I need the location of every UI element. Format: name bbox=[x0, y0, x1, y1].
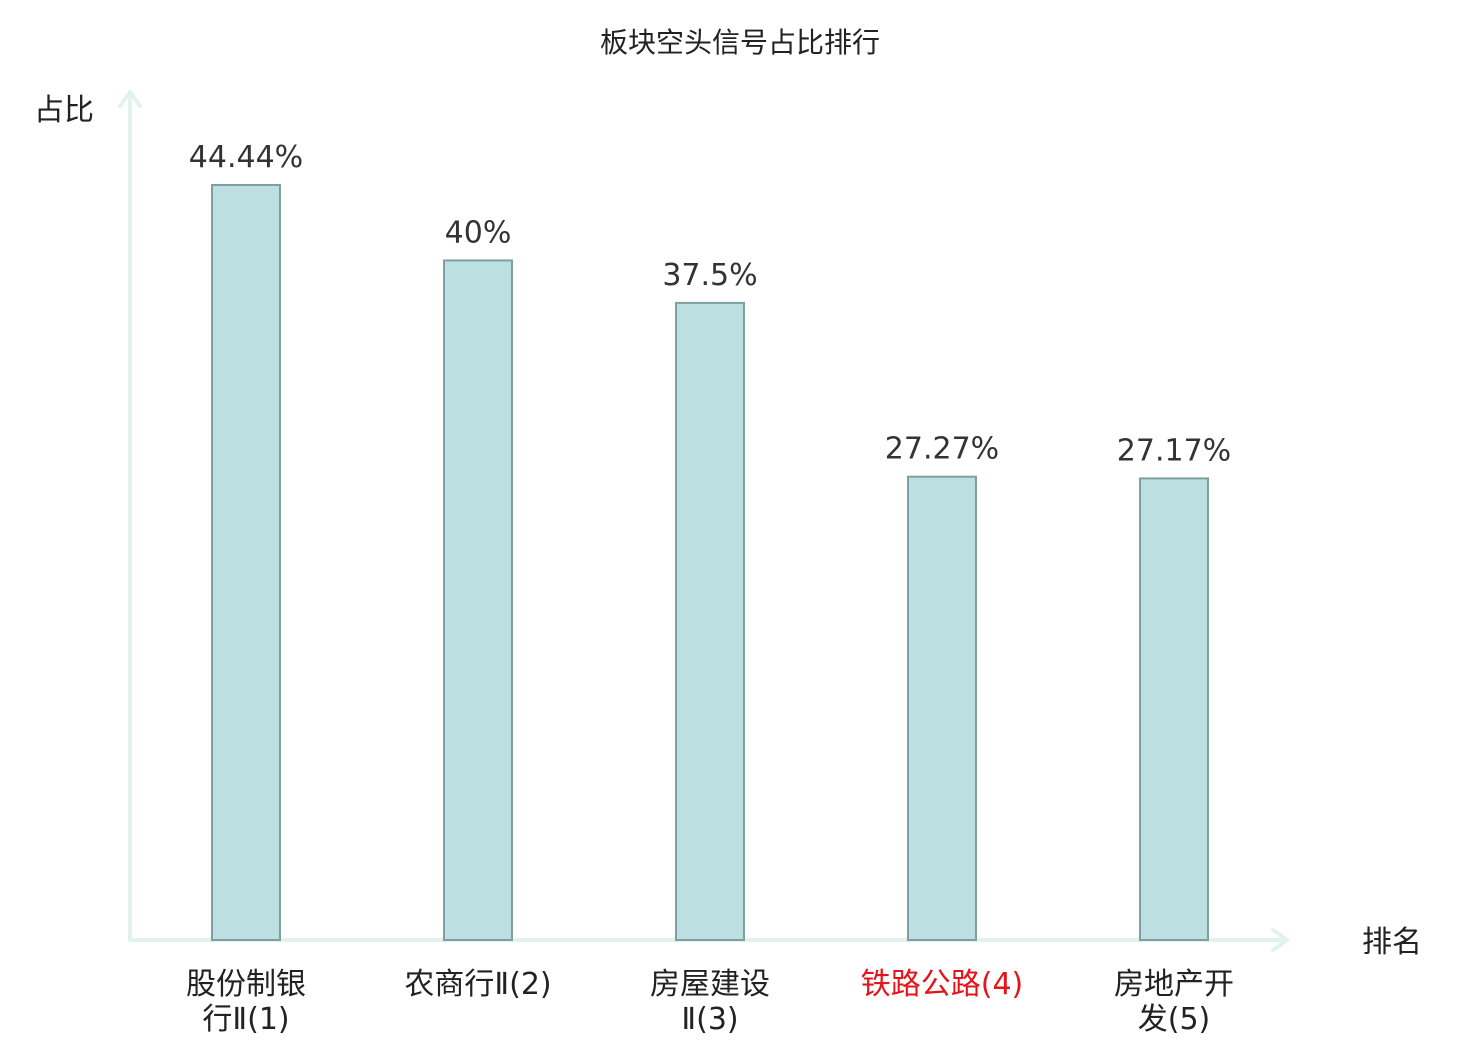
category-label-3-line-2: Ⅱ(3) bbox=[681, 1002, 738, 1037]
bar-1 bbox=[211, 184, 281, 941]
bar-2 bbox=[443, 259, 513, 941]
bar-3 bbox=[675, 301, 745, 941]
x-axis-label: 排名 bbox=[1362, 925, 1422, 960]
chart-title: 板块空头信号占比排行 bbox=[600, 26, 880, 59]
bar-5 bbox=[1139, 477, 1209, 941]
bar-4 bbox=[907, 475, 977, 941]
category-label-4: 铁路公路(4) bbox=[861, 967, 1024, 1002]
category-label-1-line-2: 行Ⅱ(1) bbox=[202, 1002, 289, 1037]
value-label-3: 37.5% bbox=[662, 258, 757, 293]
value-labels-group: 44.44% 40% 37.5% 27.27% 27.17% bbox=[189, 140, 1231, 468]
category-label-5-line-1: 房地产开 bbox=[1114, 967, 1234, 1002]
y-axis-label: 占比 bbox=[34, 93, 94, 128]
bars-group bbox=[211, 184, 1209, 941]
value-label-2: 40% bbox=[445, 215, 512, 250]
category-label-5-line-2: 发(5) bbox=[1138, 1002, 1211, 1037]
category-label-3-line-1: 房屋建设 bbox=[650, 967, 770, 1002]
value-label-1: 44.44% bbox=[189, 140, 303, 175]
value-label-4: 27.27% bbox=[885, 432, 999, 467]
value-label-5: 27.17% bbox=[1117, 433, 1231, 468]
y-axis bbox=[118, 90, 142, 942]
category-label-2: 农商行Ⅱ(2) bbox=[404, 967, 551, 1002]
category-label-1-line-1: 股份制银 bbox=[186, 967, 306, 1002]
